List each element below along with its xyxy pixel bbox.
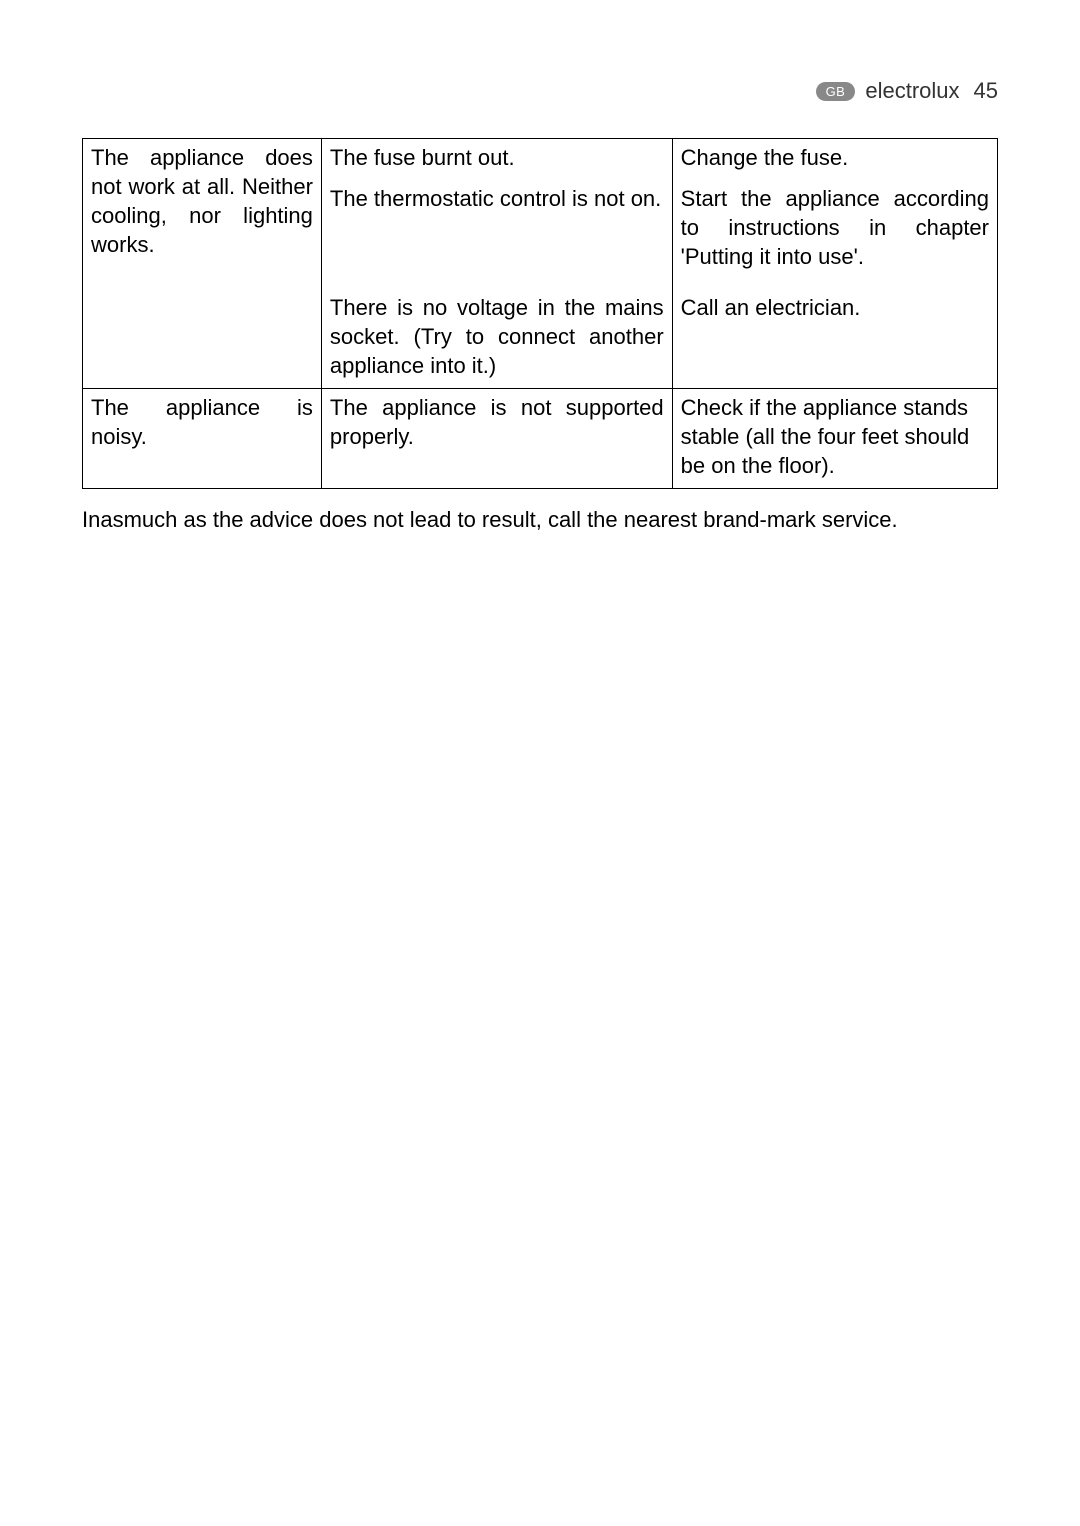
page-number: 45 [974,78,998,104]
cause-cell: The fuse burnt out. [321,139,672,181]
footnote-text: Inasmuch as the advice does not lead to … [82,507,998,533]
cause-cell: There is no voltage in the mains socket.… [321,289,672,389]
problem-cell: The appliance does not work at all. Neit… [83,139,322,389]
solution-cell: Start the appliance according to instruc… [672,180,997,289]
cause-cell: The appliance is not supported properly. [321,389,672,489]
brand-label: electrolux [865,78,959,104]
cause-cell: The thermostatic control is not on. [321,180,672,289]
page-container: GB electrolux 45 The appliance does not … [0,0,1080,533]
problem-cell: The appliance is noisy. [83,389,322,489]
solution-cell: Check if the appliance stands stable (al… [672,389,997,489]
solution-cell: Call an electrician. [672,289,997,389]
solution-cell: Change the fuse. [672,139,997,181]
table-row: The appliance is noisy. The appliance is… [83,389,998,489]
troubleshoot-table: The appliance does not work at all. Neit… [82,138,998,489]
table-row: The appliance does not work at all. Neit… [83,139,998,181]
language-badge: GB [816,82,856,101]
page-header: GB electrolux 45 [82,78,998,104]
